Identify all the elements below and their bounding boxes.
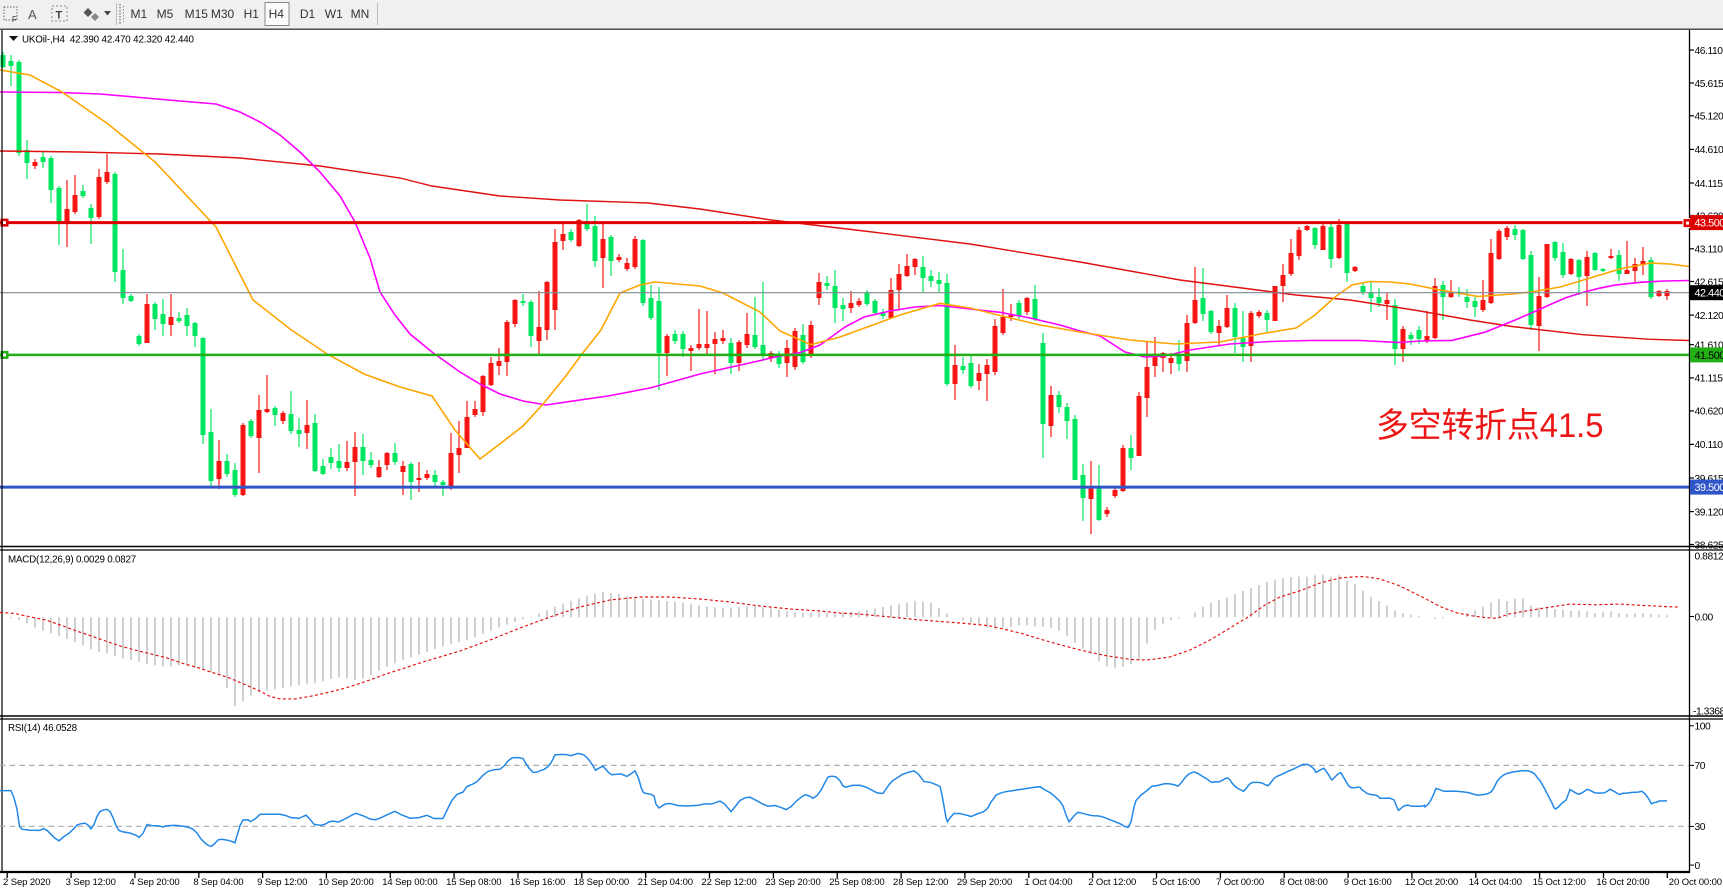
svg-text:F: F [12,15,17,24]
svg-text:21 Sep 04:00: 21 Sep 04:00 [638,877,693,888]
svg-text:9 Sep 12:00: 9 Sep 12:00 [257,877,307,888]
svg-text:14 Sep 00:00: 14 Sep 00:00 [382,877,437,888]
svg-text:5 Oct 16:00: 5 Oct 16:00 [1152,877,1200,888]
svg-text:MACD(12,26,9) 0.0029 0.0827: MACD(12,26,9) 0.0029 0.0827 [8,555,136,566]
svg-text:16 Oct 20:00: 16 Oct 20:00 [1596,877,1649,888]
svg-text:MN: MN [351,7,370,21]
svg-text:RSI(14) 46.0528: RSI(14) 46.0528 [8,723,78,734]
svg-text:M5: M5 [157,7,174,21]
svg-text:20 Oct 00:00: 20 Oct 00:00 [1669,877,1722,888]
svg-text:M1: M1 [130,7,147,21]
svg-text:30: 30 [1695,822,1706,833]
svg-text:16 Sep 16:00: 16 Sep 16:00 [510,877,565,888]
svg-text:23 Sep 20:00: 23 Sep 20:00 [765,877,820,888]
svg-text:39.500: 39.500 [1695,482,1723,494]
svg-text:UKOil-,H4 42.390 42.470 42.32: UKOil-,H4 42.390 42.470 42.320 42.440 [22,35,195,46]
svg-text:3 Sep 12:00: 3 Sep 12:00 [66,877,116,888]
svg-text:41.500: 41.500 [1695,350,1723,362]
svg-text:46.110: 46.110 [1695,46,1723,57]
svg-text:43.110: 43.110 [1695,245,1723,256]
svg-text:39.615: 39.615 [1695,474,1723,485]
svg-text:9 Oct 16:00: 9 Oct 16:00 [1344,877,1392,888]
svg-text:多空转折点41.5: 多空转折点41.5 [1376,407,1604,445]
svg-text:1 Oct 04:00: 1 Oct 04:00 [1024,877,1072,888]
svg-text:7 Oct 00:00: 7 Oct 00:00 [1216,877,1264,888]
svg-text:8 Oct 08:00: 8 Oct 08:00 [1280,877,1328,888]
svg-text:40.620: 40.620 [1695,407,1723,418]
svg-text:39.120: 39.120 [1695,507,1723,518]
svg-text:10 Sep 20:00: 10 Sep 20:00 [318,877,373,888]
svg-text:8 Sep 04:00: 8 Sep 04:00 [193,877,243,888]
svg-text:D1: D1 [300,7,316,21]
svg-text:4 Sep 20:00: 4 Sep 20:00 [129,877,179,888]
svg-text:12 Oct 20:00: 12 Oct 20:00 [1405,877,1458,888]
svg-text:100: 100 [1695,722,1712,733]
svg-text:38.625: 38.625 [1695,540,1723,551]
svg-text:40.110: 40.110 [1695,440,1723,451]
svg-text:43.500: 43.500 [1695,218,1723,230]
svg-text:14 Oct 04:00: 14 Oct 04:00 [1469,877,1522,888]
svg-text:0.00: 0.00 [1695,612,1714,623]
svg-text:0.8812: 0.8812 [1695,552,1723,563]
svg-text:41.115: 41.115 [1695,374,1723,385]
svg-text:15 Oct 12:00: 15 Oct 12:00 [1533,877,1586,888]
svg-text:44.610: 44.610 [1695,145,1723,156]
svg-text:45.615: 45.615 [1695,79,1723,90]
svg-text:70: 70 [1695,761,1706,772]
svg-text:42.615: 42.615 [1695,277,1723,288]
svg-text:H4: H4 [269,7,285,21]
svg-text:T: T [56,10,63,22]
svg-text:42.440: 42.440 [1695,288,1723,300]
svg-text:H1: H1 [244,7,260,21]
svg-text:29 Sep 20:00: 29 Sep 20:00 [957,877,1012,888]
svg-text:42.120: 42.120 [1695,311,1723,322]
svg-text:A: A [28,7,37,22]
svg-text:M30: M30 [211,7,235,21]
svg-text:W1: W1 [325,7,343,21]
svg-text:M15: M15 [185,7,209,21]
svg-text:44.115: 44.115 [1695,179,1723,190]
svg-text:-1.3368: -1.3368 [1693,707,1723,718]
svg-text:18 Sep 00:00: 18 Sep 00:00 [574,877,629,888]
svg-text:2 Sep 2020: 2 Sep 2020 [3,877,51,888]
svg-text:41.610: 41.610 [1695,341,1723,352]
svg-text:22 Sep 12:00: 22 Sep 12:00 [701,877,756,888]
svg-text:15 Sep 08:00: 15 Sep 08:00 [446,877,501,888]
svg-text:2 Oct 12:00: 2 Oct 12:00 [1088,877,1136,888]
svg-text:45.120: 45.120 [1695,112,1723,123]
svg-text:0: 0 [1695,861,1701,872]
svg-text:28 Sep 12:00: 28 Sep 12:00 [893,877,948,888]
svg-text:25 Sep 08:00: 25 Sep 08:00 [829,877,884,888]
